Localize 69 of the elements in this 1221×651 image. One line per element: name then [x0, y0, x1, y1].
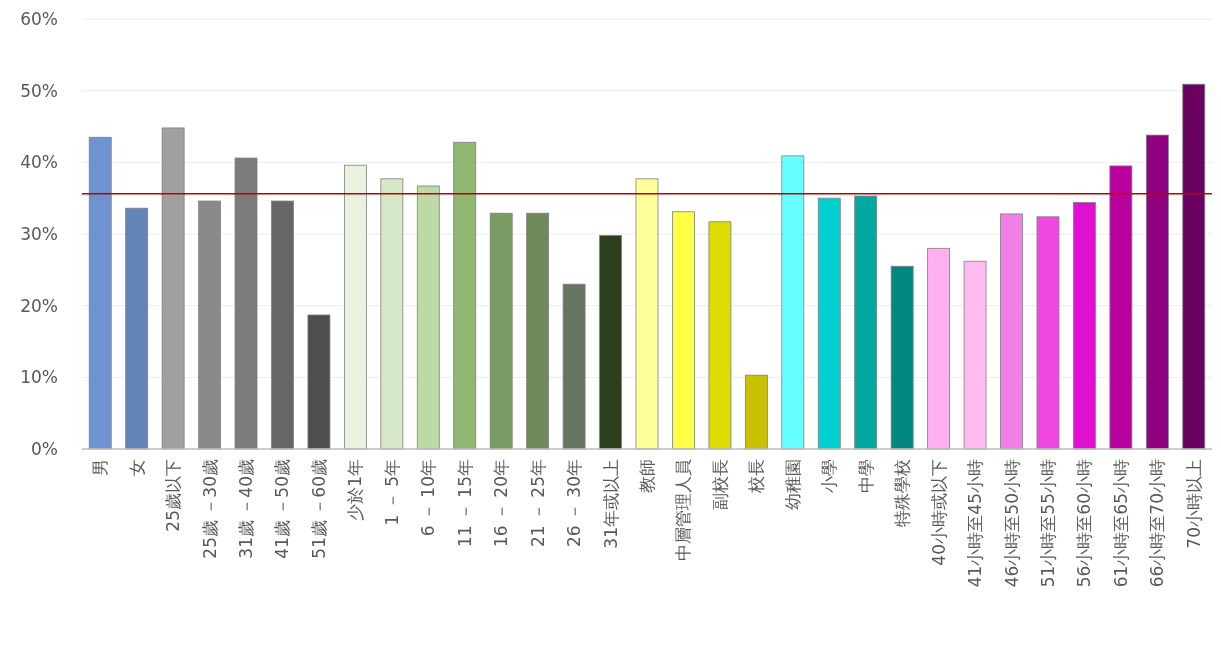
bar — [1182, 83, 1206, 450]
bar — [489, 212, 513, 450]
bar — [599, 235, 622, 450]
bar — [198, 200, 221, 450]
x-tick-label: 61小時至65小時 — [1110, 459, 1131, 588]
y-tick-label: 20% — [20, 295, 58, 316]
x-tick-label: 51歲 －60歲 — [308, 459, 329, 559]
bar — [234, 157, 258, 450]
x-tick-label: 66小時至70小時 — [1147, 459, 1168, 588]
bar — [416, 185, 440, 450]
y-tick-label: 10% — [20, 367, 58, 388]
bar — [161, 127, 185, 450]
x-tick-label: 男 — [90, 459, 111, 476]
bar — [343, 164, 367, 450]
bar — [781, 155, 805, 450]
x-tick-label: 16 － 20年 — [491, 459, 512, 548]
y-tick-label: 40% — [20, 152, 58, 173]
y-tick-label: 0% — [31, 439, 58, 459]
bar — [1109, 165, 1133, 450]
bar — [380, 178, 404, 450]
x-tick-label: 25歲 －30歲 — [199, 459, 220, 559]
x-tick-label: 41歲 －50歲 — [272, 459, 293, 559]
x-tick-label: 26 － 30年 — [564, 459, 585, 548]
bar — [854, 195, 878, 450]
bar — [927, 247, 951, 450]
x-tick-label: 40小時或以下 — [928, 459, 949, 566]
x-tick-label: 46小時至50小時 — [1001, 459, 1022, 588]
bar — [88, 136, 112, 450]
bar — [817, 197, 841, 450]
bar — [744, 374, 768, 450]
bar — [963, 260, 987, 450]
bar — [453, 141, 477, 450]
y-tick-label: 60% — [20, 9, 58, 29]
x-tick-label: 11 － 15年 — [454, 459, 475, 548]
x-tick-label: 6 － 10年 — [418, 459, 439, 537]
x-tick-label: 小學 — [819, 459, 840, 493]
bar — [1036, 216, 1060, 450]
x-tick-label: 41小時至45小時 — [965, 459, 986, 588]
x-tick-label: 70小時以上 — [1183, 459, 1204, 549]
x-tick-label: 51小時至55小時 — [1037, 459, 1058, 588]
x-tick-label: 教師 — [637, 459, 657, 493]
bar — [1145, 134, 1169, 450]
bar — [562, 283, 586, 450]
x-tick-label: 31歲 －40歲 — [236, 459, 257, 559]
x-tick-label: 女 — [126, 459, 147, 476]
x-tick-label: 中層管理人員 — [673, 459, 694, 561]
x-tick-label: 21 － 25年 — [527, 459, 548, 548]
bar — [1000, 213, 1023, 450]
x-tick-label: 31年或以上 — [600, 459, 621, 549]
bar — [890, 265, 914, 450]
x-tick-label: 特殊學校 — [892, 459, 913, 527]
bar — [526, 212, 550, 450]
x-tick-label: 1 － 5年 — [381, 459, 402, 526]
bar — [1073, 202, 1096, 450]
bar — [271, 200, 294, 450]
x-tick-label: 校長 — [746, 459, 767, 494]
y-tick-label: 30% — [20, 224, 58, 244]
x-tick-label: 25歲以下 — [163, 459, 184, 532]
bar — [635, 178, 659, 450]
bar — [708, 221, 732, 450]
x-tick-label: 56小時至60小時 — [1074, 459, 1095, 588]
x-tick-label: 副校長 — [709, 459, 730, 510]
bar — [125, 207, 149, 450]
x-tick-label: 中學 — [855, 459, 876, 493]
bar — [307, 314, 331, 450]
bar — [672, 211, 695, 450]
x-tick-label: 少於1年 — [345, 459, 366, 521]
x-tick-label: 幼稚園 — [782, 459, 803, 510]
y-tick-label: 50% — [20, 80, 58, 101]
